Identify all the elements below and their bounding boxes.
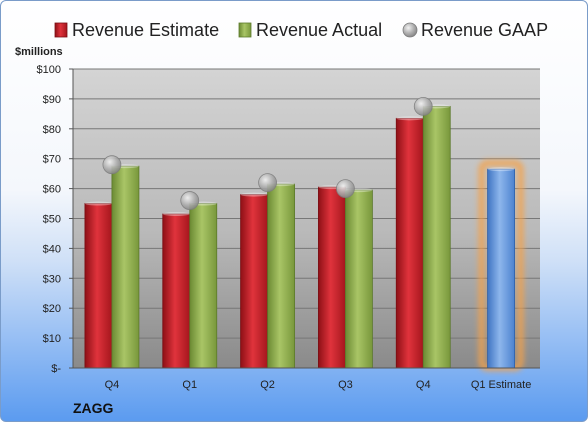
- bar-cap: [396, 116, 424, 121]
- gaap-marker-0: [102, 155, 122, 175]
- legend-swatch-revenue-estimate: [54, 22, 68, 38]
- y-axis-label: $millions: [15, 46, 63, 58]
- gridlines: [69, 68, 540, 369]
- y-tick-label: $90: [43, 94, 61, 106]
- y-tick-label: $80: [43, 124, 61, 136]
- bar-estimate-5: [487, 168, 515, 369]
- y-tick-label: $50: [43, 214, 61, 226]
- y-tick-label: $20: [43, 303, 61, 315]
- bar-revenue-actual-1: [189, 203, 218, 369]
- legend: Revenue Estimate Revenue Actual Revenue GA…: [54, 20, 548, 40]
- bar-cap: [487, 167, 515, 172]
- bar-revenue-estimate-0: [84, 203, 113, 369]
- bar-revenue-actual-2: [267, 183, 295, 369]
- legend-marker-gaap: [402, 22, 418, 38]
- y-tick-label: $10: [43, 333, 61, 345]
- x-tick-label: Q4: [105, 379, 120, 391]
- company-label: ZAGG: [73, 400, 114, 416]
- y-tick-label: $40: [43, 243, 61, 255]
- gaap-marker-1: [180, 191, 200, 210]
- gaap-marker-4: [413, 96, 433, 116]
- bar-cap: [84, 201, 112, 206]
- x-tick-label: Q3: [338, 379, 353, 391]
- bar-revenue-actual-0: [111, 165, 140, 369]
- bar-revenue-estimate-4: [395, 117, 424, 369]
- legend-swatch-revenue-actual: [238, 22, 252, 38]
- legend-label: Revenue Estimate: [72, 20, 219, 40]
- gaap-markers: [102, 96, 433, 210]
- bar-revenue-actual-4: [422, 105, 451, 369]
- gaap-marker-3: [336, 179, 355, 199]
- bar-revenue-estimate-3: [318, 186, 346, 369]
- bar-revenue-actual-3: [345, 189, 373, 369]
- bar-cap: [240, 192, 268, 197]
- x-tick-label: Q1: [182, 379, 197, 391]
- bar-revenue-estimate-1: [162, 213, 191, 369]
- legend-label: Revenue Actual: [256, 20, 382, 40]
- x-tick-label: Q4: [416, 379, 431, 391]
- x-tick-label: Q2: [260, 379, 275, 391]
- bars: [84, 104, 524, 371]
- y-tick-label: $60: [43, 184, 61, 196]
- y-tick-label: $-: [51, 363, 61, 375]
- y-axis-ticks: $- $10 $20 $30 $40 $50 $60 $70 $80 $90 $100: [37, 64, 62, 375]
- legend-label: Revenue GAAP: [421, 20, 548, 40]
- bar-cap: [162, 212, 190, 217]
- gaap-marker-2: [258, 173, 277, 193]
- x-tick-label: Q1 Estimate: [471, 379, 532, 391]
- y-tick-label: $30: [43, 273, 61, 285]
- x-axis-ticks: Q4 Q1 Q2 Q3 Q4 Q1 Estimate: [73, 367, 540, 391]
- y-tick-label: $70: [43, 154, 61, 166]
- bar-revenue-estimate-2: [240, 194, 268, 369]
- y-tick-label: $100: [37, 64, 61, 76]
